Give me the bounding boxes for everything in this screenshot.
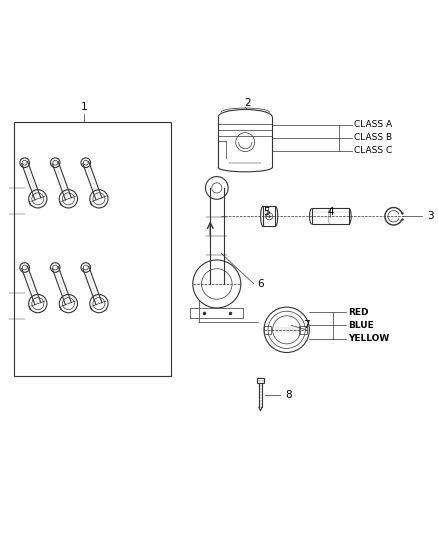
Bar <box>263 206 276 227</box>
Bar <box>14 123 171 376</box>
Text: 6: 6 <box>257 279 264 289</box>
Text: 7: 7 <box>303 320 310 330</box>
Text: 2: 2 <box>244 98 251 108</box>
Bar <box>257 378 265 383</box>
Text: 4: 4 <box>327 207 334 217</box>
Text: 8: 8 <box>286 390 292 400</box>
Text: CLASS B: CLASS B <box>354 133 392 142</box>
Text: CLASS A: CLASS A <box>354 120 392 129</box>
Text: 1: 1 <box>80 102 87 112</box>
Text: 3: 3 <box>427 211 434 221</box>
Text: BLUE: BLUE <box>348 321 374 330</box>
Text: RED: RED <box>348 308 368 317</box>
Text: 5: 5 <box>263 207 269 217</box>
Bar <box>312 208 349 224</box>
Text: YELLOW: YELLOW <box>348 334 389 343</box>
Text: CLASS C: CLASS C <box>354 146 392 155</box>
Bar <box>191 308 243 318</box>
Bar <box>264 326 272 334</box>
Bar <box>300 326 307 334</box>
